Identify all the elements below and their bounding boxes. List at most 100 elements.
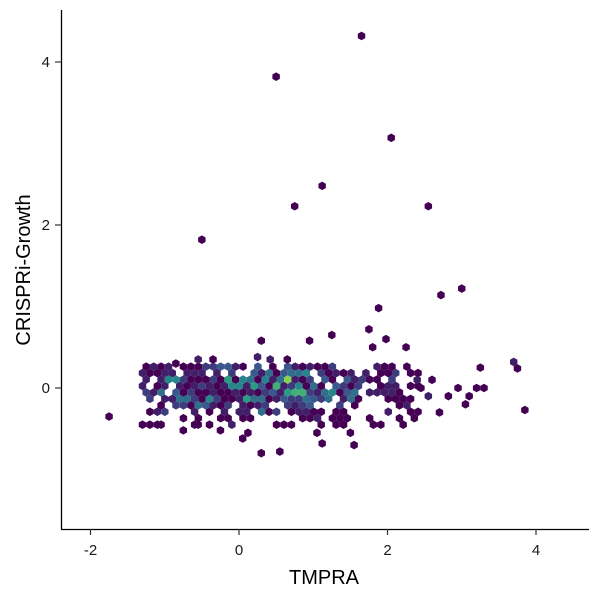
hex-bin xyxy=(198,394,206,404)
hex-bin xyxy=(343,413,352,423)
hex-bin xyxy=(146,420,154,429)
hex-bin xyxy=(254,401,262,410)
hex-bin xyxy=(157,420,165,429)
hex-bin xyxy=(406,381,415,391)
hex-bin xyxy=(306,388,314,397)
hex-bin xyxy=(194,420,202,429)
hex-bin xyxy=(153,381,162,391)
hex-bin xyxy=(138,420,147,429)
y-tick-label: 0 xyxy=(42,380,50,397)
hex-bin xyxy=(142,375,150,384)
hex-bin xyxy=(295,368,303,378)
hex-bin xyxy=(310,407,318,417)
hex-bin xyxy=(194,355,202,364)
hex-bin xyxy=(261,401,270,410)
y-tick-label: 4 xyxy=(42,54,50,71)
hex-bin xyxy=(310,394,318,404)
hex-bin xyxy=(339,381,348,391)
hex-bin xyxy=(305,336,314,346)
hex-bin xyxy=(521,405,529,415)
hex-bin xyxy=(228,420,236,429)
hex-bin xyxy=(250,381,258,391)
hex-bin xyxy=(280,394,288,404)
hex-bin xyxy=(138,368,147,378)
hex-bin xyxy=(239,413,247,423)
hex-bin xyxy=(161,381,169,391)
hex-bin xyxy=(317,381,325,391)
hex-bin xyxy=(298,413,307,423)
hex-bin xyxy=(403,362,411,371)
hex-bin xyxy=(272,381,281,391)
hex-bin xyxy=(283,362,292,371)
hex-bin xyxy=(351,388,359,397)
hex-bin xyxy=(291,388,299,397)
hex-bin xyxy=(216,426,225,435)
hex-bin xyxy=(257,336,265,346)
hex-bin xyxy=(220,394,229,404)
hex-bin xyxy=(175,381,184,391)
hex-bin xyxy=(172,375,180,384)
hex-bin xyxy=(261,388,270,397)
hex-bin xyxy=(343,375,352,384)
hex-bin xyxy=(332,381,340,391)
hex-bin xyxy=(272,72,280,81)
hex-bin xyxy=(179,362,188,371)
hex-bin xyxy=(209,388,217,397)
hex-bin xyxy=(224,388,232,397)
hex-bin xyxy=(179,388,188,397)
hex-bin xyxy=(257,394,266,404)
hex-bin xyxy=(183,394,191,404)
hex-bin xyxy=(313,428,321,438)
hex-bin xyxy=(183,368,191,378)
hex-bin xyxy=(347,368,355,378)
hex-bin xyxy=(202,401,210,410)
hex-bin xyxy=(350,440,358,450)
hex-bin xyxy=(190,368,199,378)
hex-bin xyxy=(384,381,392,391)
hex-bin xyxy=(380,362,389,371)
hex-bin xyxy=(435,408,444,417)
hex-bin xyxy=(239,401,247,410)
hex-bin xyxy=(168,368,176,378)
hex-bin xyxy=(161,368,169,378)
hex-bin xyxy=(324,394,333,404)
hex-bin xyxy=(179,426,188,435)
y-axis-title: CRISPRi-Growth xyxy=(13,194,35,345)
hex-bin xyxy=(272,394,281,404)
hex-bin xyxy=(313,413,322,423)
hex-bin xyxy=(216,401,225,410)
hex-bin xyxy=(239,362,247,371)
hex-bin xyxy=(391,394,400,404)
hex-bin xyxy=(216,375,225,384)
hex-bin xyxy=(365,375,374,384)
hex-bin xyxy=(387,133,395,143)
hex-bin xyxy=(280,368,288,378)
hex-bin xyxy=(373,362,381,371)
hex-bin xyxy=(272,368,281,378)
hex-bin xyxy=(476,363,485,372)
hex-bin xyxy=(380,388,389,397)
hex-bin xyxy=(365,388,374,397)
hex-bin xyxy=(395,413,404,423)
hex-bin xyxy=(365,413,374,423)
hex-bin xyxy=(428,375,436,385)
hex-bin xyxy=(391,368,400,378)
hex-bin xyxy=(317,394,325,404)
hex-bin xyxy=(198,235,206,244)
hex-bin xyxy=(220,381,229,391)
hex-bin xyxy=(313,362,322,371)
hex-bin xyxy=(243,394,251,404)
hex-bin xyxy=(328,388,337,397)
hex-bin xyxy=(213,394,221,404)
hex-bin xyxy=(347,394,355,404)
hex-bin xyxy=(194,362,203,371)
hex-bin xyxy=(287,381,296,391)
hex-bin xyxy=(287,368,296,378)
hex-bin xyxy=(194,401,203,410)
hex-bin xyxy=(220,407,229,417)
hex-bin xyxy=(179,413,188,423)
hex-bin xyxy=(257,407,266,417)
hex-bin xyxy=(213,381,221,391)
hex-bin xyxy=(190,381,199,391)
hex-bin xyxy=(213,368,221,378)
